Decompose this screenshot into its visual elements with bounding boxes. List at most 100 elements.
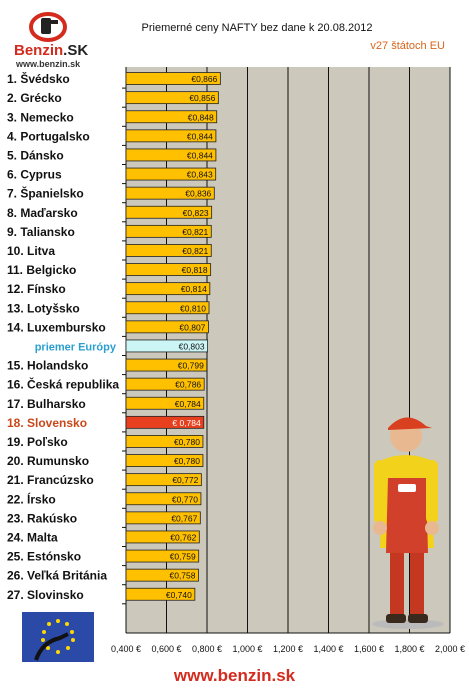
category-label: 13. Lotyšsko: [7, 301, 80, 315]
category-label: 3. Nemecko: [7, 110, 74, 124]
category-label: 24. Malta: [7, 530, 58, 544]
bar: [125, 396, 205, 410]
bar: [125, 148, 217, 162]
bar: [125, 244, 212, 257]
bar: [125, 167, 217, 181]
bar-value-label: €0,821: [182, 227, 208, 237]
bar: [125, 205, 213, 219]
bar-value-label: €0,814: [181, 284, 207, 294]
bar-value-label: €0,836: [185, 189, 211, 199]
category-label: 9. Taliansko: [7, 225, 75, 239]
bar: [125, 587, 196, 601]
category-label: priemer Európy: [35, 341, 117, 353]
bar-value-label: €0,767: [171, 513, 197, 523]
bar-highlighted: [125, 415, 205, 429]
bar-value-label: €0,807: [179, 322, 205, 332]
category-label: 2. Grécko: [7, 91, 62, 105]
bar: [125, 129, 217, 143]
category-label: 11. Belgicko: [7, 263, 76, 277]
category-label: 14. Luxembursko: [7, 320, 106, 334]
bar-value-label: €0,759: [170, 552, 196, 562]
bar: [125, 110, 218, 124]
bar-value-label: €0,803: [179, 341, 205, 351]
bar: [125, 492, 202, 506]
bar-value-label: €0,810: [180, 303, 206, 313]
category-label: 5. Dánsko: [7, 148, 64, 162]
bar: [125, 358, 208, 372]
bar: [125, 224, 212, 238]
logo-url: www.benzin.sk: [16, 59, 81, 69]
bar-average: [125, 339, 209, 353]
category-label: 12. Fínsko: [7, 282, 66, 296]
category-label: 7. Španielsko: [7, 186, 84, 201]
x-tick-label: 1,800 €: [394, 644, 424, 654]
category-label: 26. Veľká Británia: [7, 569, 107, 583]
category-label: 1. Švédsko: [7, 71, 70, 86]
x-tick-label: 0,800 €: [192, 644, 222, 654]
bar-value-label: €0,799: [178, 361, 204, 371]
bar-value-label: €0,818: [182, 265, 208, 275]
bar: [125, 263, 212, 276]
bar-value-label: €0,770: [172, 494, 198, 504]
bar: [125, 454, 204, 467]
bar-value-label: €0,843: [187, 170, 213, 180]
eu-flag-image: [22, 612, 94, 662]
pump-nozzle-icon: [29, 12, 67, 42]
bar-value-label: €0,844: [187, 150, 213, 160]
bar-value-label: € 0,784: [172, 418, 201, 428]
bar-value-label: €0,823: [183, 208, 209, 218]
bar: [125, 91, 219, 105]
footer-url[interactable]: www.benzin.sk: [173, 666, 296, 685]
x-tick-label: 1,400 €: [313, 644, 343, 654]
chart-title: Priemerné ceny NAFTY bez dane k 20.08.20…: [141, 22, 373, 34]
bar-value-label: €0,784: [175, 399, 201, 409]
bar-value-label: €0,780: [174, 437, 200, 447]
x-tick-label: 1,200 €: [273, 644, 303, 654]
category-label: 27. Slovinsko: [7, 588, 84, 602]
logo-wordmark: Benzin.SK: [14, 42, 89, 59]
bar: [125, 530, 200, 544]
category-label: 20. Rumunsko: [7, 454, 89, 468]
bar-value-label: €0,856: [189, 93, 215, 103]
bar: [125, 549, 200, 563]
bar-value-label: €0,762: [170, 532, 196, 542]
bar: [125, 435, 204, 448]
category-label: 22. Írsko: [7, 491, 56, 506]
bar-value-label: €0,780: [174, 456, 200, 466]
category-label: 25. Estónsko: [7, 550, 81, 564]
category-label: 8. Maďarsko: [7, 206, 78, 220]
bar: [125, 301, 210, 315]
category-label: 18. Slovensko: [7, 416, 87, 430]
bar-value-label: €0,786: [175, 380, 201, 390]
category-label: 23. Rakúsko: [7, 511, 77, 525]
bar: [125, 72, 221, 85]
bar: [125, 320, 209, 334]
x-tick-label: 2,000 €: [435, 644, 465, 654]
category-label: 15. Holandsko: [7, 359, 88, 373]
bar-value-label: €0,758: [169, 571, 195, 581]
bar: [125, 377, 205, 391]
benzin-logo[interactable]: Benzin.SK www.benzin.sk: [10, 6, 90, 69]
category-label: 21. Francúzsko: [7, 473, 94, 487]
x-tick-label: 1,000 €: [232, 644, 262, 654]
x-tick-label: 1,600 €: [354, 644, 384, 654]
category-label: 17. Bulharsko: [7, 397, 86, 411]
category-label: 6. Cyprus: [7, 168, 62, 182]
category-label: 10. Litva: [7, 244, 55, 258]
x-tick-label: 0,400 €: [111, 644, 141, 654]
x-tick-label: 0,600 €: [151, 644, 181, 654]
bar-value-label: €0,848: [188, 112, 214, 122]
bar: [125, 511, 201, 525]
category-label: 19. Poľsko: [7, 435, 68, 449]
mechanic-mascot-image: [372, 417, 444, 629]
chart-subtitle: v27 štátoch EU: [370, 40, 445, 52]
bar-value-label: €0,740: [166, 590, 192, 600]
bar-value-label: €0,844: [187, 131, 213, 141]
category-label: 16. Česká republika: [7, 377, 119, 392]
bar: [125, 473, 202, 487]
bar: [125, 568, 199, 582]
bar-value-label: €0,772: [172, 475, 198, 485]
bar: [125, 282, 211, 296]
category-label: 4. Portugalsko: [7, 129, 90, 143]
